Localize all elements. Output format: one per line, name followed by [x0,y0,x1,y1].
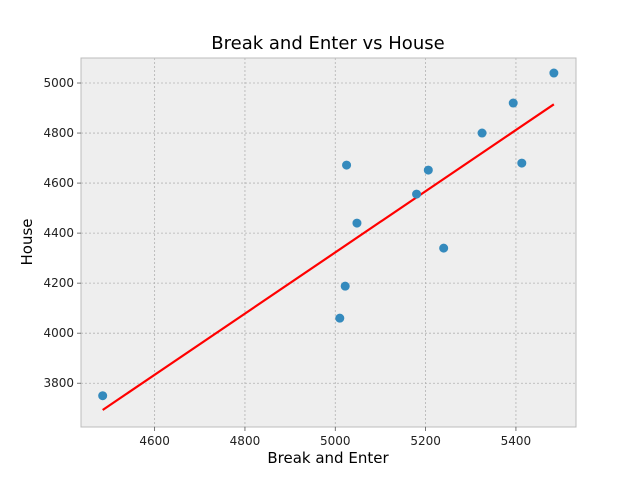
plot-frame [80,57,577,428]
y-tick-label: 4800 [43,126,74,140]
data-point [342,160,352,170]
x-axis-ticks: 4600 4800 5000 5200 5400 [139,427,531,448]
y-axis-label: House [18,218,36,265]
plot-area [81,58,576,427]
data-point [340,281,350,291]
data-point [423,165,433,175]
fit-line-group [102,103,555,411]
x-tick-label: 4800 [230,434,261,448]
x-tick-label: 5400 [501,434,532,448]
data-point [335,313,345,323]
data-point [439,243,449,253]
data-point [549,68,559,78]
x-axis-label: Break and Enter [267,449,389,467]
y-tick-label: 4000 [43,326,74,340]
data-points [98,68,559,401]
y-tick-label: 4200 [43,276,74,290]
data-point [477,128,487,138]
data-point [517,158,527,168]
data-point [98,391,108,401]
x-tick-label: 5200 [410,434,441,448]
y-tick-label: 4600 [43,176,74,190]
data-point [508,98,518,108]
x-tick-label: 4600 [139,434,170,448]
grid [81,58,576,427]
data-point [352,218,362,228]
y-tick-label: 4400 [43,226,74,240]
y-tick-label: 5000 [43,76,74,90]
data-point [412,189,422,199]
y-tick-label: 3800 [43,376,74,390]
chart-title: Break and Enter vs House [211,33,444,54]
x-tick-label: 5000 [320,434,351,448]
y-axis-ticks: 3800 4000 4200 4400 4600 4800 5000 [43,76,81,390]
regression-line [102,103,555,411]
